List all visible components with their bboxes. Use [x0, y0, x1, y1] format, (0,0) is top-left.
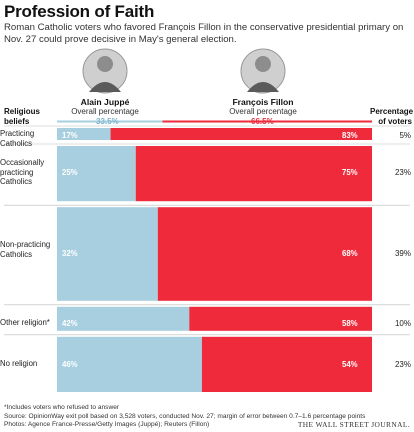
- juppe-caption: Overall percentage: [71, 107, 139, 116]
- share-header: Percentage of voters: [370, 107, 414, 126]
- row-header: Religious beliefs: [4, 107, 41, 126]
- fillon-overall-label: 66.5%: [251, 117, 274, 126]
- share-none: 23%: [394, 360, 411, 369]
- chart-subtitle: Roman Catholic voters who favored Franço…: [4, 22, 404, 45]
- fillon-value-non-practicing: 68%: [342, 249, 358, 258]
- row-label-practicing: Practicing Catholics: [0, 129, 35, 148]
- juppe-overall-label: 33.5%: [96, 117, 119, 126]
- juppe-photo-head: [97, 56, 113, 72]
- juppe-value-none: 46%: [62, 360, 78, 369]
- source-note: Source: OpinionWay exit poll based on 3,…: [4, 412, 366, 420]
- share-occasionally: 23%: [394, 168, 411, 177]
- fillon-bar-other: [189, 306, 372, 331]
- fillon-bar-practicing: [110, 128, 373, 140]
- juppe-photo-body: [89, 82, 121, 92]
- fillon-value-occasionally: 75%: [342, 168, 358, 177]
- row-label-occasionally: Occasionally practicing Catholics: [0, 158, 45, 186]
- chart-title: Profession of Faith: [4, 2, 155, 21]
- fillon-caption: Overall percentage: [229, 107, 297, 116]
- row-label-other: Other religion*: [0, 318, 50, 327]
- juppe-bar-other: [57, 306, 190, 331]
- fillon-photo-body: [247, 82, 279, 92]
- row-label-non-practicing: Non-practicing Catholics: [0, 240, 51, 259]
- juppe-bar-non-practicing: [57, 207, 158, 301]
- juppe-bar-practicing: [57, 128, 111, 140]
- fillon-value-other: 58%: [342, 319, 358, 328]
- footnote: *Includes voters who refused to answer: [4, 404, 120, 411]
- share-non-practicing: 39%: [394, 249, 411, 258]
- juppe-value-non-practicing: 32%: [62, 249, 78, 258]
- footnotes: *Includes voters who refused to answer S…: [4, 404, 412, 430]
- fillon-value-none: 54%: [342, 360, 358, 369]
- fillon-value-practicing: 83%: [342, 131, 358, 140]
- juppe-value-other: 42%: [62, 319, 78, 328]
- fillon-bar-non-practicing: [157, 207, 372, 301]
- share-other: 10%: [394, 319, 411, 328]
- fillon-photo-head: [255, 56, 271, 72]
- juppe-bar-none: [57, 336, 202, 392]
- row-label-none: No religion: [0, 359, 38, 368]
- share-practicing: 5%: [399, 131, 411, 140]
- juppe-name: Alain Juppé: [80, 97, 130, 107]
- fillon-bar-occasionally: [135, 146, 372, 202]
- publisher-logo: THE WALL STREET JOURNAL.: [297, 420, 410, 429]
- juppe-bar-occasionally: [57, 146, 136, 202]
- juppe-value-occasionally: 25%: [62, 168, 78, 177]
- juppe-value-practicing: 17%: [62, 131, 78, 140]
- photo-credits: Photos: Agence France-Presse/Getty Image…: [4, 421, 210, 429]
- fillon-bar-none: [201, 336, 372, 392]
- fillon-name: François Fillon: [232, 97, 294, 107]
